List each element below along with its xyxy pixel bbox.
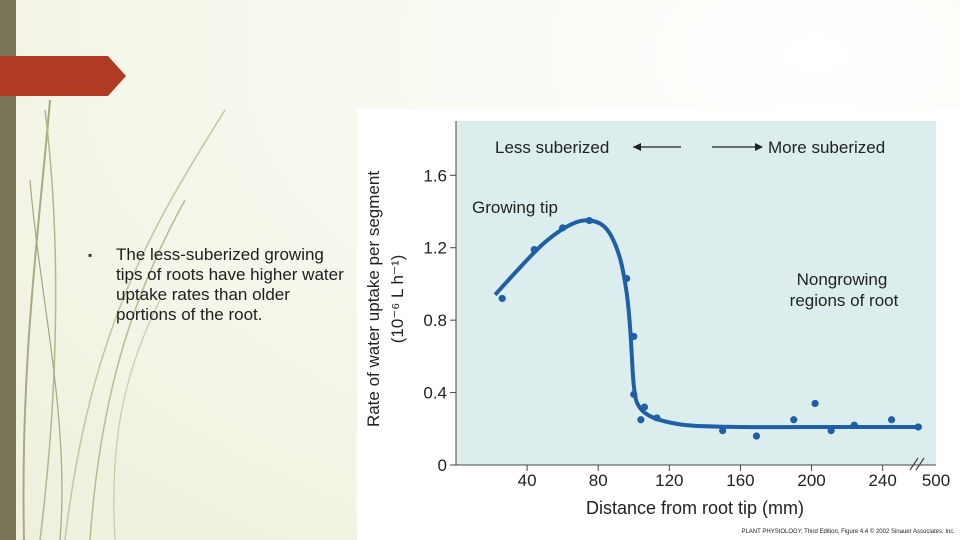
square-bullet-icon: ▪ <box>88 248 93 262</box>
water-uptake-chart: 0 0.4 0.8 1.2 1.6 40 80 120 160 200 240 500 Dista… <box>364 121 955 535</box>
annotation-more-suberized: More suberized <box>768 138 885 157</box>
y-tick-label: 0.4 <box>423 384 447 403</box>
arrow-right-icon <box>712 143 763 151</box>
data-point <box>914 423 922 431</box>
data-point <box>530 245 538 254</box>
data-point <box>752 432 761 440</box>
data-point <box>790 416 798 424</box>
data-point <box>719 427 727 435</box>
decorative-lines <box>22 99 226 540</box>
y-tick-label: 0 <box>438 456 447 475</box>
data-point <box>653 414 661 422</box>
data-point <box>623 274 631 283</box>
x-tick-label: 160 <box>726 471 754 490</box>
y-axis-label: Rate of water uptake per segment <box>364 171 383 427</box>
plot-area <box>456 121 936 465</box>
x-tick-label: 40 <box>518 471 537 490</box>
data-point <box>630 332 638 341</box>
axis-break-icon <box>909 457 925 471</box>
annotation-growing-tip: Growing tip <box>472 198 558 217</box>
bullet-text: The less-suberized growing tips of roots… <box>116 245 344 324</box>
y-ticks: 0 0.4 0.8 1.2 1.6 <box>423 166 456 475</box>
annotation-less-suberized: Less suberized <box>495 138 609 157</box>
data-point <box>640 403 649 411</box>
data-point <box>850 421 858 429</box>
data-points <box>498 216 922 440</box>
x-tick-label: 200 <box>797 471 825 490</box>
chart-figure: 0 0.4 0.8 1.2 1.6 40 80 120 160 200 240 500 Dista… <box>357 109 960 540</box>
x-axis-label: Distance from root tip (mm) <box>586 498 804 518</box>
title-accent-tab-point <box>108 56 126 96</box>
left-accent-bar <box>0 0 16 540</box>
data-point <box>498 294 506 303</box>
x-ticks: 40 80 120 160 200 240 <box>518 465 897 490</box>
annotation-nongrowing-line2: regions of root <box>790 291 899 310</box>
uptake-curve-line <box>493 218 922 430</box>
y-tick-label: 1.2 <box>423 239 447 258</box>
x-tick-label: 240 <box>868 471 896 490</box>
annotation-nongrowing-line1: Nongrowing <box>797 270 888 289</box>
data-point <box>811 399 819 408</box>
data-point <box>559 224 567 232</box>
figure-credit: PLANT PHYSIOLOGY, Third Edition, Figure … <box>741 528 955 535</box>
y-tick-label: 0.8 <box>423 311 447 330</box>
data-point <box>637 416 645 424</box>
y-axis-unit: (10⁻⁶ L h⁻¹) <box>388 255 407 344</box>
arrow-left-icon <box>633 143 681 151</box>
x-tick-label: 80 <box>589 471 608 490</box>
data-point <box>827 427 835 435</box>
x-break-label: 500 <box>922 471 950 490</box>
data-point <box>887 416 896 424</box>
title-accent-tab <box>0 56 108 96</box>
data-point <box>585 216 593 225</box>
x-tick-label: 120 <box>655 471 683 490</box>
y-tick-label: 1.6 <box>423 166 447 185</box>
data-point <box>630 390 638 398</box>
